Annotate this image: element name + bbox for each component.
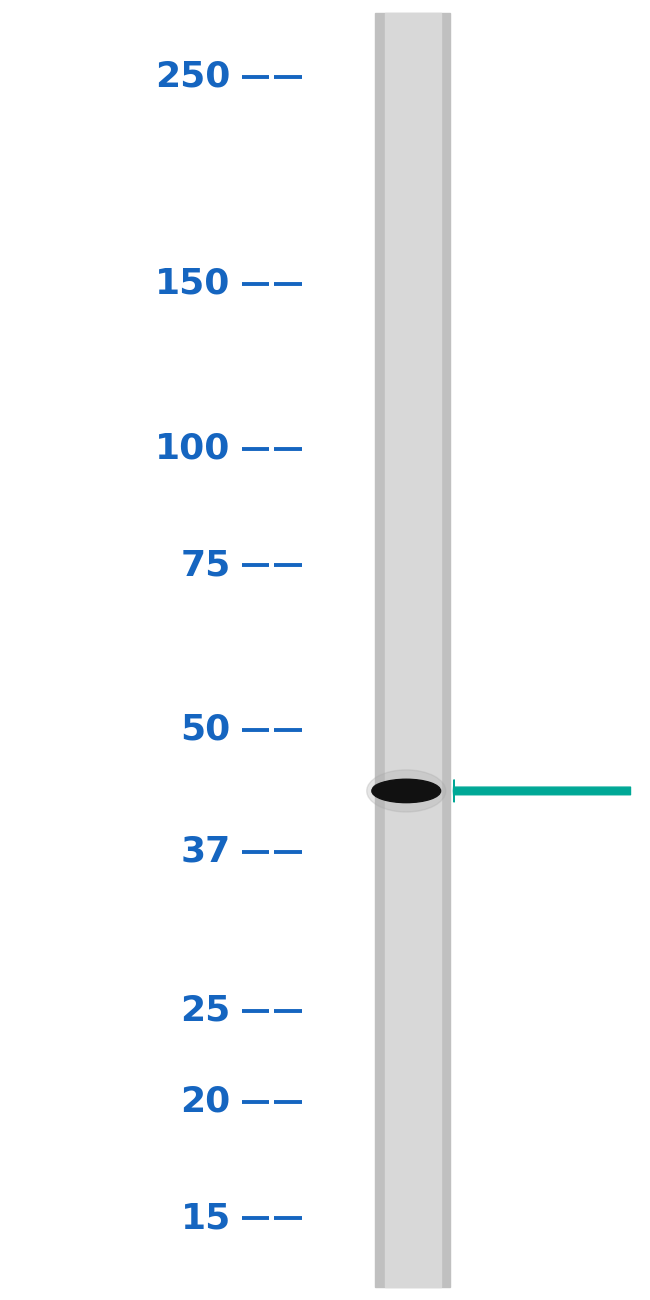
Text: 250: 250: [155, 60, 231, 94]
Ellipse shape: [373, 781, 411, 794]
Text: 100: 100: [155, 432, 231, 465]
Ellipse shape: [367, 770, 446, 812]
Text: 150: 150: [155, 266, 231, 302]
Text: 75: 75: [181, 549, 231, 582]
Text: 20: 20: [181, 1084, 231, 1118]
Bar: [376, 13, 450, 1287]
Text: 25: 25: [181, 994, 231, 1028]
Text: 15: 15: [181, 1201, 231, 1235]
Ellipse shape: [372, 779, 441, 802]
Bar: [385, 13, 441, 1287]
Text: 37: 37: [181, 835, 231, 868]
Text: 50: 50: [181, 712, 231, 746]
